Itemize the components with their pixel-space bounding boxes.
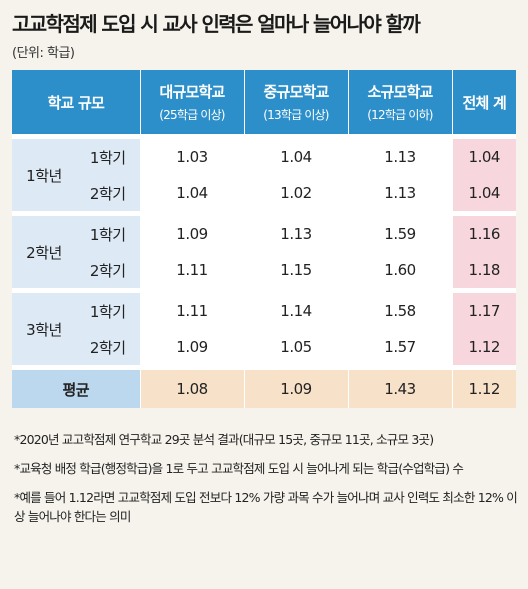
table-row: 2학기 1.11 1.15 1.60 1.18 bbox=[12, 252, 516, 291]
semester-label: 1학기 bbox=[76, 211, 140, 252]
footnote: *2020년 교고학점제 연구학교 29곳 분석 결과(대규모 15곳, 중규모… bbox=[14, 432, 434, 447]
semester-label: 2학기 bbox=[76, 329, 140, 368]
grade-label: 1학년 bbox=[12, 134, 76, 214]
value-large: 1.04 bbox=[139, 175, 244, 214]
grade-label: 2학년 bbox=[12, 211, 76, 291]
value-medium: 1.13 bbox=[243, 211, 348, 252]
grade-label: 3학년 bbox=[12, 288, 76, 368]
header-row: 학교 규모 대규모학교 (25학급 이상) 중규모학교 (13학급 이상) 소규… bbox=[12, 70, 516, 137]
header-large-label: 대규모학교 bbox=[159, 83, 225, 101]
value-medium: 1.15 bbox=[243, 252, 348, 291]
value-medium: 1.14 bbox=[243, 288, 348, 329]
average-total: 1.12 bbox=[451, 365, 516, 408]
value-total: 1.17 bbox=[451, 288, 516, 329]
header-small-sub: (12학급 이하) bbox=[367, 108, 433, 122]
value-total: 1.18 bbox=[451, 252, 516, 291]
value-small: 1.57 bbox=[347, 329, 452, 368]
data-table: 학교 규모 대규모학교 (25학급 이상) 중규모학교 (13학급 이상) 소규… bbox=[12, 70, 516, 408]
value-large: 1.11 bbox=[139, 288, 244, 329]
average-label: 평균 bbox=[12, 365, 140, 408]
header-medium-label: 중규모학교 bbox=[263, 83, 329, 101]
header-medium: 중규모학교 (13학급 이상) bbox=[243, 70, 348, 137]
footnote: *예를 들어 1.12라면 고교학점제 도입 전보다 12% 가량 과목 수가 … bbox=[14, 490, 518, 524]
table-row: 2학기 1.04 1.02 1.13 1.04 bbox=[12, 175, 516, 214]
value-medium: 1.05 bbox=[243, 329, 348, 368]
header-large-sub: (25학급 이상) bbox=[159, 108, 225, 122]
header-small-label: 소규모학교 bbox=[367, 83, 433, 101]
value-small: 1.58 bbox=[347, 288, 452, 329]
footnotes: *2020년 교고학점제 연구학교 29곳 분석 결과(대규모 15곳, 중규모… bbox=[14, 430, 518, 536]
header-total: 전체 계 bbox=[451, 70, 516, 137]
value-total: 1.12 bbox=[451, 329, 516, 368]
table-row: 3학년 1학기 1.11 1.14 1.58 1.17 bbox=[12, 288, 516, 368]
table-row: 2학기 1.09 1.05 1.57 1.12 bbox=[12, 329, 516, 368]
average-small: 1.43 bbox=[347, 365, 452, 408]
semester-label: 2학기 bbox=[76, 252, 140, 291]
average-large: 1.08 bbox=[139, 365, 244, 408]
table-row: 1학년 1학기 1.03 1.04 1.13 1.04 bbox=[12, 134, 516, 214]
value-total: 1.04 bbox=[451, 175, 516, 214]
semester-label: 1학기 bbox=[76, 288, 140, 329]
header-medium-sub: (13학급 이상) bbox=[263, 108, 329, 122]
table-row: 2학년 1학기 1.09 1.13 1.59 1.16 bbox=[12, 211, 516, 291]
value-total: 1.04 bbox=[451, 134, 516, 175]
value-small: 1.60 bbox=[347, 252, 452, 291]
semester-label: 2학기 bbox=[76, 175, 140, 214]
value-small: 1.13 bbox=[347, 175, 452, 214]
value-medium: 1.04 bbox=[243, 134, 348, 175]
page-title: 고교학점제 도입 시 교사 인력은 얼마나 늘어나야 할까 bbox=[12, 12, 421, 36]
value-large: 1.09 bbox=[139, 329, 244, 368]
value-total: 1.16 bbox=[451, 211, 516, 252]
value-medium: 1.02 bbox=[243, 175, 348, 214]
semester-label: 1학기 bbox=[76, 134, 140, 175]
value-large: 1.03 bbox=[139, 134, 244, 175]
value-small: 1.59 bbox=[347, 211, 452, 252]
unit-label: (단위: 학급) bbox=[12, 46, 75, 61]
header-school-size: 학교 규모 bbox=[12, 70, 140, 137]
value-large: 1.11 bbox=[139, 252, 244, 291]
average-medium: 1.09 bbox=[243, 365, 348, 408]
header-large: 대규모학교 (25학급 이상) bbox=[139, 70, 244, 137]
value-small: 1.13 bbox=[347, 134, 452, 175]
header-small: 소규모학교 (12학급 이하) bbox=[347, 70, 452, 137]
footnote: *교육청 배정 학급(행정학급)을 1로 두고 고교학점제 도입 시 늘어나게 … bbox=[14, 461, 464, 476]
value-large: 1.09 bbox=[139, 211, 244, 252]
average-row: 평균 1.08 1.09 1.43 1.12 bbox=[12, 365, 516, 408]
